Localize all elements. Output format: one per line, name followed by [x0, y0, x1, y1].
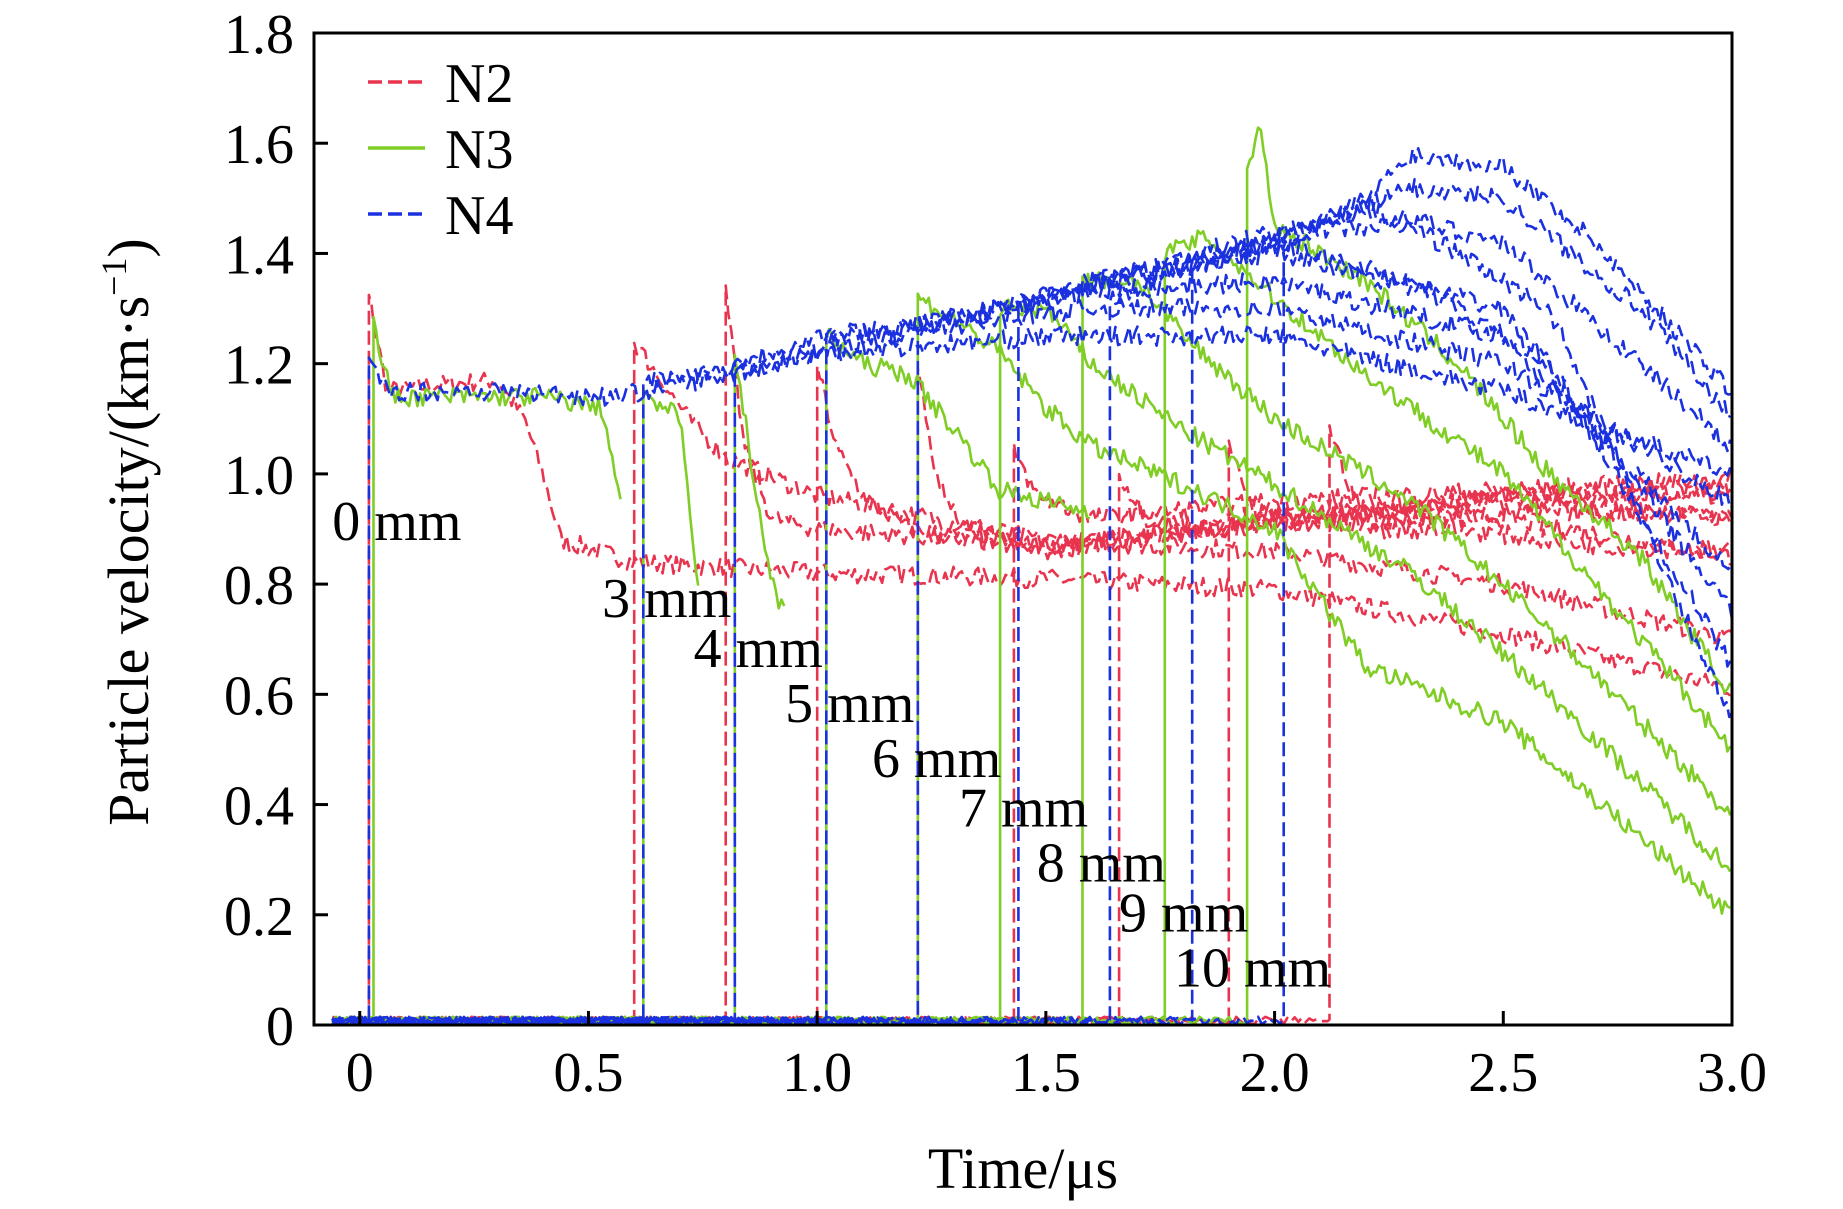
- y-tick-label: 1.8: [224, 4, 294, 66]
- y-axis-label-sup: −1: [94, 258, 134, 296]
- annotation-5-mm: 5 mm: [785, 673, 914, 735]
- annotation-4-mm: 4 mm: [694, 618, 823, 680]
- annotation-7-mm: 7 mm: [959, 778, 1088, 840]
- annotation-3-mm: 3 mm: [602, 568, 731, 630]
- curve-n4-gauge-9: [331, 147, 1732, 1027]
- annotation-8-mm: 8 mm: [1037, 833, 1166, 895]
- curve-n4-gauge-1: [332, 325, 1732, 1025]
- curve-n2-gauge-7: [331, 472, 1733, 1027]
- curve-n4-gauge-2: [331, 297, 1732, 1027]
- y-tick-label: 1.2: [224, 335, 294, 397]
- curve-n3-gauge-8: [331, 229, 1732, 1027]
- legend-label-n3: N3: [445, 119, 513, 181]
- x-tick-label: 0: [346, 1042, 374, 1104]
- series-curves: [331, 126, 1734, 1027]
- y-tick-label: 0.8: [224, 555, 294, 617]
- y-tick-label: 0.4: [224, 776, 294, 838]
- annotation-9-mm: 9 mm: [1119, 882, 1248, 944]
- x-tick-label: 1.0: [782, 1042, 852, 1104]
- curve-n4-gauge-7: [331, 201, 1732, 1027]
- y-axis-label-main: Particle velocity/(km·s: [96, 296, 161, 826]
- curve-n3-gauge-5: [331, 292, 1731, 1027]
- y-tick-label: 1.0: [224, 445, 294, 507]
- curve-n2-gauge-1: [331, 293, 1732, 1026]
- curve-n3-gauge-3: [331, 353, 786, 1027]
- curve-n3-gauge-6: [331, 298, 1732, 1027]
- axis-ticks: 0 0.5 1.0 1.5 2.0 2.5 3.0 0 0.2 0.4 0.6 0.8 1.0 1.2 1.…: [224, 4, 1767, 1104]
- y-tick-label: 0.6: [224, 665, 294, 727]
- curve-n4-gauge-4: [332, 244, 1734, 1027]
- y-tick-label: 0: [266, 996, 294, 1058]
- x-tick-label: 1.5: [1011, 1042, 1081, 1104]
- plot-frame: [312, 31, 1734, 1027]
- curve-n3-gauge-9: [331, 126, 1732, 1027]
- curve-n4-gauge-8: [331, 178, 1732, 1027]
- curve-n3-gauge-1: [331, 315, 622, 1026]
- x-tick-label: 2.5: [1468, 1042, 1538, 1104]
- legend-label-n2: N2: [445, 53, 513, 115]
- y-axis-label: Particle velocity/(km·s−1): [94, 238, 161, 826]
- x-tick-label: 3.0: [1697, 1042, 1767, 1104]
- annotation-6-mm: 6 mm: [872, 728, 1001, 790]
- x-tick-label: 0.5: [553, 1042, 623, 1104]
- legend-label-n4: N4: [445, 185, 513, 247]
- annotation-0-mm: 0 mm: [332, 491, 461, 553]
- x-axis-label: Time/μs: [928, 1136, 1118, 1201]
- y-axis-label-close: ): [96, 238, 161, 257]
- curve-n2-gauge-2: [332, 341, 1733, 1027]
- curve-n2-gauge-9: [331, 424, 1732, 1027]
- annotation-10-mm: 10 mm: [1174, 937, 1331, 999]
- curve-n2-gauge-5: [331, 367, 1732, 1027]
- y-tick-label: 0.2: [224, 886, 294, 948]
- x-tick-label: 2.0: [1240, 1042, 1310, 1104]
- curve-n2-gauge-4: [331, 364, 1733, 1027]
- y-tick-label: 1.4: [224, 224, 294, 286]
- y-tick-label: 1.6: [224, 114, 294, 176]
